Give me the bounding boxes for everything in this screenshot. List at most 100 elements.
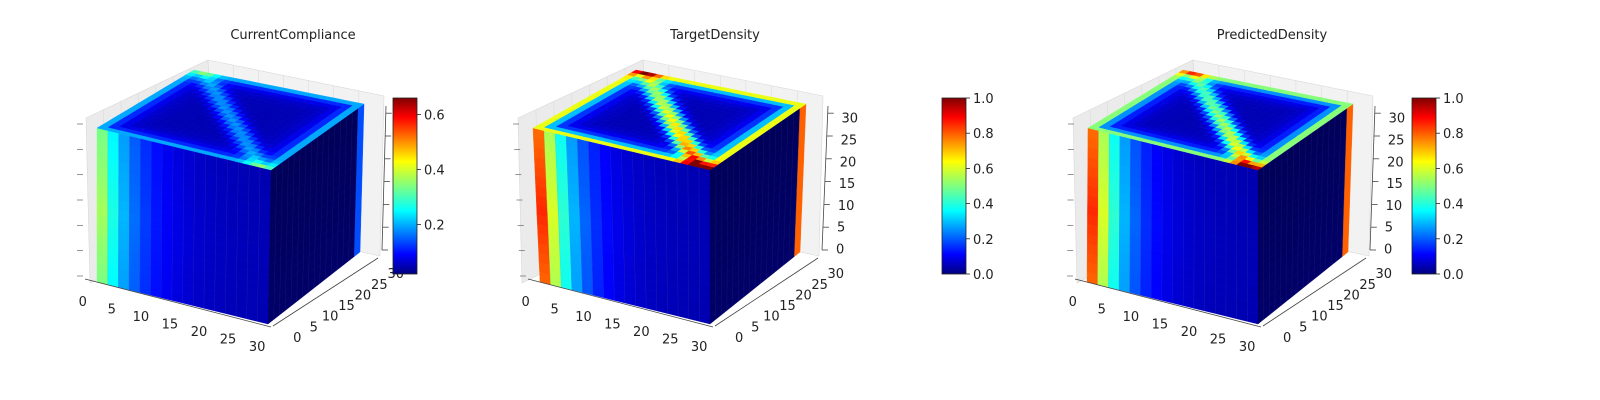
x-tick-label: 30: [691, 340, 708, 355]
y-tick-label: 0: [735, 331, 743, 346]
left-face: [1086, 127, 1259, 325]
x-tick-label: 20: [191, 325, 208, 340]
x-tick-label: 25: [1210, 332, 1227, 347]
z-tick-label: 5: [837, 221, 845, 236]
y-tick-label: 30: [827, 267, 844, 282]
y-tick-label: 25: [371, 278, 388, 293]
x-tick-label: 0: [1069, 295, 1077, 310]
x-tick-label: 0: [79, 295, 87, 310]
z-tick-label: 5: [1385, 221, 1393, 236]
colorbar: 0.0 0.2 0.4 0.6 0.8 1.0: [1411, 92, 1464, 283]
z-tick-label: 20: [840, 155, 857, 170]
x-tick-label: 5: [108, 302, 116, 317]
colorbar-tick-label: 0.2: [973, 233, 994, 248]
x-tick-label: 10: [1123, 310, 1140, 325]
z-tick-label: 10: [838, 199, 855, 214]
x-tick-label: 0: [522, 295, 530, 310]
z-tick-label: 30: [842, 112, 859, 127]
colorbar-tick-label: 0.0: [973, 268, 994, 283]
left-face: [532, 127, 711, 325]
z-tick-label: 20: [1387, 155, 1404, 170]
z-tick-label: 15: [839, 177, 856, 192]
left-face: [96, 127, 272, 325]
y-tick-label: 0: [1283, 331, 1291, 346]
panel-predicted-density: PredictedDensity 0 5 10 15 20 25 3005101520253…: [1067, 28, 1464, 355]
z-tick-label: 25: [1388, 133, 1405, 148]
z-tick-label: 25: [841, 133, 858, 148]
top-face: [532, 69, 807, 171]
panel-title: CurrentCompliance: [230, 28, 355, 43]
colorbar-gradient: [1411, 97, 1437, 275]
colorbar-tick-label: 0.6: [1443, 162, 1464, 177]
y-tick-label: 5: [310, 320, 318, 335]
x-tick-label: 25: [220, 332, 237, 347]
right-face: [1257, 103, 1354, 325]
x-tick-label: 15: [162, 317, 179, 332]
colorbar: 0.2 0.4 0.6: [392, 97, 445, 275]
panel-title: TargetDensity: [669, 28, 760, 43]
colorbar-tick-label: 0.4: [973, 198, 994, 213]
z-tick-label: 15: [1386, 177, 1403, 192]
y-tick-label: 10: [1311, 310, 1328, 325]
y-tick-label: 30: [1375, 267, 1392, 282]
colorbar-tick-label: 1.0: [973, 92, 994, 107]
colorbar-tick-label: 0.4: [1443, 198, 1464, 213]
y-tick-label: 20: [795, 288, 812, 303]
colorbar-tick-label: 0.0: [1443, 268, 1464, 283]
z-axis: [381, 105, 392, 251]
y-tick-label: 5: [751, 320, 759, 335]
x-tick-label: 20: [1181, 325, 1198, 340]
colorbar-gradient: [941, 97, 967, 275]
panel-current-compliance: CurrentCompliance 0 5 10 15 20 25 300510152025…: [77, 28, 445, 355]
y-tick-label: 25: [1359, 278, 1376, 293]
panel-target-density: TargetDensity 0 5 10 15 20 25 3005101520253005…: [513, 28, 994, 355]
y-tick-label: 0: [293, 331, 301, 346]
y-tick-label: 10: [322, 310, 339, 325]
y-tick-label: 20: [355, 288, 372, 303]
y-tick-label: 15: [338, 299, 355, 314]
x-tick-label: 15: [604, 317, 621, 332]
z-tick-label: 0: [1384, 243, 1392, 258]
top-face: [1087, 69, 1354, 171]
z-tick-label: 10: [1386, 199, 1403, 214]
x-tick-label: 10: [575, 310, 592, 325]
panel-title: PredictedDensity: [1217, 28, 1328, 43]
x-tick-label: 5: [550, 302, 558, 317]
colorbar-tick-label: 0.8: [1443, 127, 1464, 142]
x-tick-label: 25: [662, 332, 679, 347]
colorbar-tick-label: 0.2: [1443, 233, 1464, 248]
colorbar-tick-label: 0.6: [424, 109, 445, 124]
x-tick-label: 30: [1239, 340, 1256, 355]
z-axis: 0 5 10 15 20 25 30: [821, 105, 859, 258]
top-face: [96, 69, 365, 171]
x-axis: 0 5 10 15 20 25 30: [522, 278, 714, 355]
y-tick-label: 15: [779, 299, 796, 314]
x-tick-label: 10: [133, 310, 150, 325]
y-tick-label: 10: [763, 310, 780, 325]
y-tick-label: 15: [1327, 299, 1344, 314]
colorbar-tick-label: 0.4: [424, 164, 445, 179]
y-tick-label: 5: [1299, 320, 1307, 335]
x-tick-label: 15: [1152, 317, 1169, 332]
z-tick-label: 30: [1389, 112, 1406, 127]
x-tick-label: 5: [1098, 302, 1106, 317]
colorbar-tick-label: 0.2: [424, 219, 445, 234]
y-tick-label: 25: [811, 278, 828, 293]
x-axis: 0 5 10 15 20 25 30: [79, 278, 272, 355]
x-tick-label: 20: [633, 325, 650, 340]
x-tick-label: 30: [249, 340, 266, 355]
colorbar-tick-label: 0.6: [973, 162, 994, 177]
z-axis: 0 5 10 15 20 25 30: [1369, 105, 1406, 258]
colorbar-gradient: [392, 97, 418, 275]
y-tick-label: 20: [1343, 288, 1360, 303]
right-face: [267, 103, 365, 325]
colorbar: 0.0 0.2 0.4 0.6 0.8 1.0: [941, 92, 994, 283]
colorbar-tick-label: 1.0: [1443, 92, 1464, 107]
